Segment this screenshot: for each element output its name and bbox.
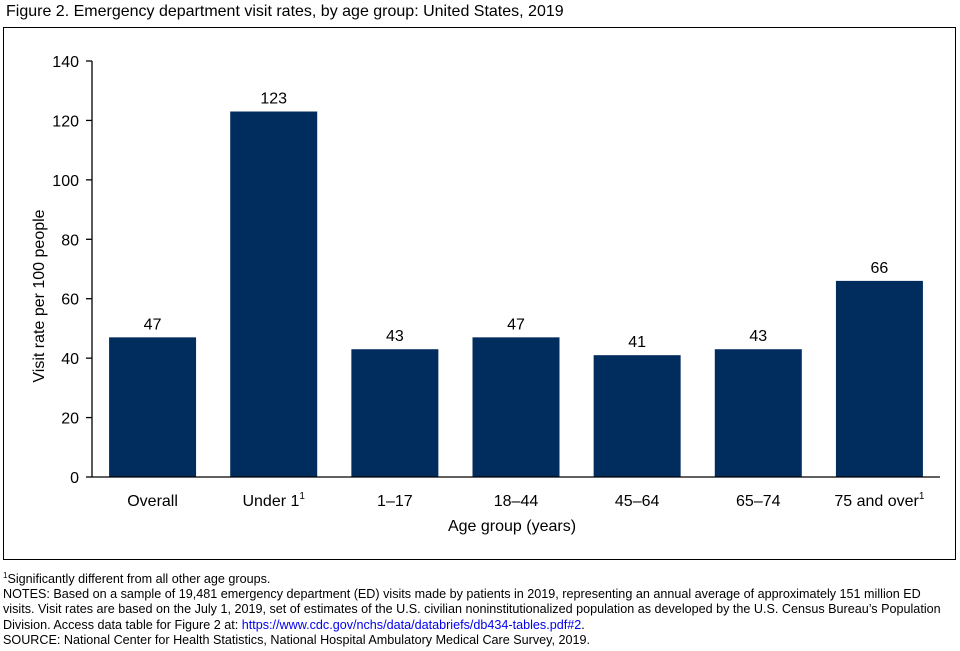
bar-chart: 0 20 40 60 80 100 120 140 47 123 43 47 41 43 66 Overa… [31,54,940,535]
bar-value-label: 123 [260,91,287,108]
y-axis: 0 20 40 60 80 100 120 140 [52,54,93,487]
x-tick-superscript: 1 [299,491,305,502]
bar-value-label: 41 [628,334,646,351]
bar [472,337,560,477]
x-tick-label: 1–17 [377,493,413,510]
bar [835,280,923,477]
y-tick-label: 60 [61,292,79,309]
bar-value-label: 47 [507,316,525,333]
chart-frame: 0 20 40 60 80 100 120 140 47 123 43 47 41 43 66 Overa… [3,27,956,560]
bar [109,337,197,477]
footnote-text: Significantly different from all other a… [7,572,271,586]
notes-end: . [581,617,585,632]
notes-paragraph: NOTES: Based on a sample of 19,481 emerg… [3,587,955,633]
bar [593,355,681,477]
x-tick-label: 65–74 [736,493,781,510]
data-table-link[interactable]: https://www.cdc.gov/nchs/data/databriefs… [241,617,582,632]
bar-value-label: 43 [749,328,767,345]
footnote-marker: 1 [3,570,8,580]
bars: 47 123 43 47 41 43 66 [109,91,923,477]
y-tick-label: 20 [61,411,79,428]
x-tick-label: 75 and over1 [834,491,925,510]
x-tick-label: 18–44 [494,493,539,510]
bar [351,349,439,477]
y-tick-label: 100 [52,173,79,190]
footnote: 1Significantly different from all other … [3,570,955,587]
y-tick-label: 40 [61,351,79,368]
bar-value-label: 43 [386,328,404,345]
y-axis-label: Visit rate per 100 people [31,209,48,382]
x-tick-label: Overall [127,493,178,510]
y-tick-label: 80 [61,232,79,249]
figure-title: Figure 2. Emergency department visit rat… [6,3,564,20]
x-tick-label: Under 11 [242,491,305,510]
y-tick-label: 0 [70,470,79,487]
bar-value-label: 66 [871,260,889,277]
figure-notes: 1Significantly different from all other … [3,570,955,648]
notes-text: NOTES: Based on a sample of 19,481 emerg… [3,587,941,632]
bar [714,349,802,477]
x-tick-superscript: 1 [919,491,925,502]
x-axis-label: Age group (years) [448,518,576,535]
source-line: SOURCE: National Center for Health Stati… [3,632,591,647]
bar-value-label: 47 [144,316,162,333]
x-tick-label: 45–64 [615,493,660,510]
y-tick-label: 120 [52,113,79,130]
bar [230,111,318,477]
y-tick-label: 140 [52,54,79,71]
x-axis: Overall Under 11 1–17 18–44 45–64 65–74 75 and… [92,476,940,510]
